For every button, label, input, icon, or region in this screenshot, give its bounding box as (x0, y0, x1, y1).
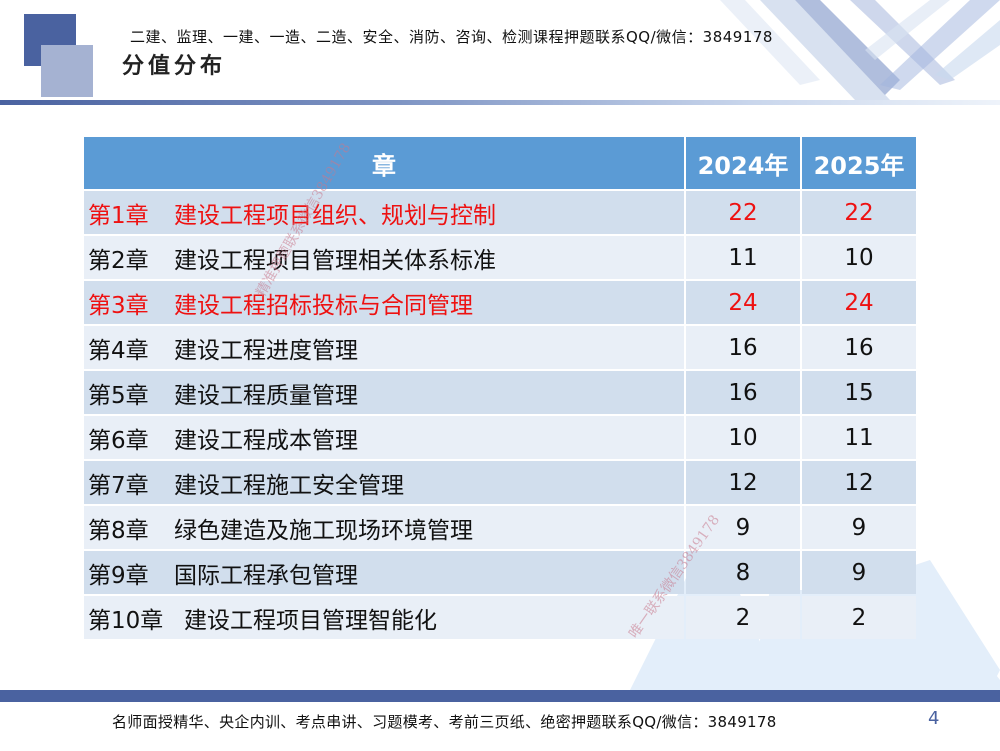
chapter-cell: 第5章 建设工程质量管理 (84, 371, 684, 414)
table-row: 第9章 国际工程承包管理 8 9 (84, 551, 916, 594)
table-row: 第10章 建设工程项目管理智能化 2 2 (84, 596, 916, 639)
column-header-chapter: 章 (84, 137, 684, 189)
chapter-name: 建设工程成本管理 (174, 427, 358, 454)
chapter-name: 绿色建造及施工现场环境管理 (174, 517, 473, 544)
score-2024: 24 (686, 281, 800, 324)
page-title: 分值分布 (122, 54, 227, 79)
chapter-name: 建设工程招标投标与合同管理 (174, 292, 473, 319)
chapter-cell: 第4章 建设工程进度管理 (84, 326, 684, 369)
table-row: 第6章 建设工程成本管理 10 11 (84, 416, 916, 459)
score-2024: 22 (686, 191, 800, 234)
chapter-number: 第4章 (88, 337, 149, 364)
chapter-number: 第10章 (88, 607, 164, 634)
chapter-cell: 第9章 国际工程承包管理 (84, 551, 684, 594)
score-2024: 2 (686, 596, 800, 639)
score-2025: 9 (802, 551, 916, 594)
score-2025: 22 (802, 191, 916, 234)
chapter-number: 第7章 (88, 472, 149, 499)
page-number: 4 (928, 708, 940, 729)
table-row: 第2章 建设工程项目管理相关体系标准 11 10 (84, 236, 916, 279)
score-2025: 11 (802, 416, 916, 459)
score-2025: 15 (802, 371, 916, 414)
score-2024: 9 (686, 506, 800, 549)
score-2025: 9 (802, 506, 916, 549)
chapter-name: 国际工程承包管理 (174, 562, 358, 589)
chapter-number: 第6章 (88, 427, 149, 454)
chapter-number: 第3章 (88, 292, 149, 319)
chapter-cell: 第10章 建设工程项目管理智能化 (84, 596, 684, 639)
chapter-cell: 第3章 建设工程招标投标与合同管理 (84, 281, 684, 324)
decor-diagonal-stripes (700, 0, 1000, 100)
table-row: 第8章 绿色建造及施工现场环境管理 9 9 (84, 506, 916, 549)
chapter-number: 第5章 (88, 382, 149, 409)
chapter-number: 第2章 (88, 247, 149, 274)
chapter-cell: 第7章 建设工程施工安全管理 (84, 461, 684, 504)
chapter-name: 建设工程质量管理 (174, 382, 358, 409)
decor-square-light (41, 45, 93, 97)
chapter-name: 建设工程进度管理 (174, 337, 358, 364)
header-contact-note: 二建、监理、一建、一造、二造、安全、消防、咨询、检测课程押题联系QQ/微信：38… (130, 28, 773, 46)
chapter-cell: 第2章 建设工程项目管理相关体系标准 (84, 236, 684, 279)
score-2024: 11 (686, 236, 800, 279)
chapter-name: 建设工程项目组织、规划与控制 (174, 202, 496, 229)
footer-contact-note: 名师面授精华、央企内训、考点串讲、习题模考、考前三页纸、绝密押题联系QQ/微信：… (112, 713, 777, 731)
chapter-cell: 第6章 建设工程成本管理 (84, 416, 684, 459)
chapter-cell: 第1章 建设工程项目组织、规划与控制 (84, 191, 684, 234)
score-2024: 16 (686, 371, 800, 414)
score-2025: 10 (802, 236, 916, 279)
chapter-name: 建设工程施工安全管理 (174, 472, 404, 499)
chapter-cell: 第8章 绿色建造及施工现场环境管理 (84, 506, 684, 549)
score-2024: 16 (686, 326, 800, 369)
chapter-number: 第9章 (88, 562, 149, 589)
score-distribution-table: 章 2024年 2025年 第1章 建设工程项目组织、规划与控制 22 22 第2… (82, 135, 918, 641)
table-row: 第5章 建设工程质量管理 16 15 (84, 371, 916, 414)
score-2025: 2 (802, 596, 916, 639)
column-header-2024: 2024年 (686, 137, 800, 189)
chapter-name: 建设工程项目管理智能化 (184, 607, 437, 634)
score-2024: 8 (686, 551, 800, 594)
score-2025: 24 (802, 281, 916, 324)
table-header-row: 章 2024年 2025年 (84, 137, 916, 189)
table-row: 第3章 建设工程招标投标与合同管理 24 24 (84, 281, 916, 324)
score-2024: 10 (686, 416, 800, 459)
table-row: 第7章 建设工程施工安全管理 12 12 (84, 461, 916, 504)
chapter-name: 建设工程项目管理相关体系标准 (174, 247, 496, 274)
score-2024: 12 (686, 461, 800, 504)
footer-bar (0, 690, 1000, 702)
column-header-2025: 2025年 (802, 137, 916, 189)
chapter-number: 第8章 (88, 517, 149, 544)
table-row: 第1章 建设工程项目组织、规划与控制 22 22 (84, 191, 916, 234)
header-divider (0, 100, 1000, 105)
table-row: 第4章 建设工程进度管理 16 16 (84, 326, 916, 369)
score-2025: 16 (802, 326, 916, 369)
score-2025: 12 (802, 461, 916, 504)
chapter-number: 第1章 (88, 202, 149, 229)
